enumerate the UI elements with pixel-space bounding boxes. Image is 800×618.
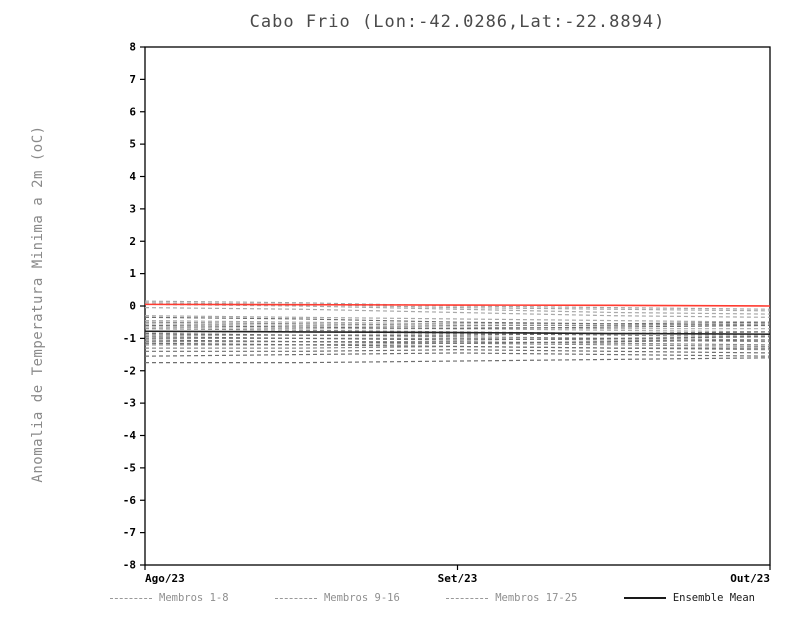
legend-label: Ensemble Mean [672,592,755,604]
legend-label: Membros 9-16 [323,592,400,604]
y-tick-label: 5 [129,138,136,151]
y-tick-label: -1 [123,332,137,345]
ensemble-member-line [144,339,771,344]
ensemble-member-line [145,331,771,338]
ensemble-member-line [144,336,771,341]
y-tick-label: -3 [123,397,136,410]
ensemble-member-line [145,334,771,341]
y-axis-label: Anomalia de Temperatura Minima a 2m (oC) [30,125,46,483]
ensemble-member-line [145,341,771,346]
red-reference-line [144,303,771,307]
ensemble-member-line [144,324,771,330]
x-tick-label: Set/23 [438,572,478,585]
ensemble-member-line [144,326,771,333]
ensemble-member-line [145,357,771,364]
ensemble-member-line [144,321,771,327]
legend-label: Membros 17-25 [495,592,578,604]
dashed-line-sample-icon [110,597,152,599]
ensemble-member-line [144,302,771,312]
ensemble-member-line [144,300,771,310]
dashed-line-sample-icon [446,597,489,599]
chart-title: Cabo Frio (Lon:-42.0286,Lat:-22.8894) [249,12,666,32]
ensemble-member-line [145,345,771,351]
ensemble-member-line [145,342,771,348]
y-tick-label: 0 [129,300,136,313]
dashed-line-sample-icon [274,597,317,599]
y-tick-label: 3 [129,202,136,215]
legend-item-membros-1-8: Membros 1-8 [110,592,229,604]
ensemble-mean-line [144,330,771,335]
ensemble-member-line [144,352,771,357]
y-tick-label: 8 [129,41,136,54]
y-tick-label: -6 [123,494,137,507]
y-tick-label: 2 [129,235,136,248]
ensemble-member-line [144,342,770,349]
legend-item-membros-17-25: Membros 17-25 [446,592,577,604]
chart-legend: Membros 1-8 Membros 9-16 Membros 17-25 E… [110,588,755,608]
ensemble-member-line [144,323,770,330]
x-tick-label: Out/23 [730,572,770,585]
ensemble-member-line [144,307,771,318]
x-tick-label: Ago/23 [145,572,185,585]
legend-item-ensemble-mean: Ensemble Mean [623,592,755,604]
y-tick-label: -5 [123,461,136,474]
y-tick-label: -8 [123,559,136,572]
ensemble-member-line [144,303,771,315]
ensemble-member-line [144,316,771,325]
y-tick-label: 6 [129,105,136,118]
legend-item-membros-9-16: Membros 9-16 [274,592,400,604]
ensemble-member-line [144,315,771,323]
y-tick-label: -2 [123,364,136,377]
y-tick-label: -4 [123,429,137,442]
plot-area: -8 -7 -6 -5 -4 -3 -2 -1 0 1 2 3 4 5 6 7 8 Ago/23 Set/23 Out… [123,41,771,585]
y-tick-label: 7 [129,73,136,86]
legend-label: Membros 1-8 [159,592,229,604]
y-tick-label: 4 [129,170,136,183]
y-tick-label: 1 [129,267,136,280]
solid-line-sample-icon [623,597,666,599]
ensemble-member-line [145,349,771,354]
y-tick-label: -7 [123,526,136,539]
